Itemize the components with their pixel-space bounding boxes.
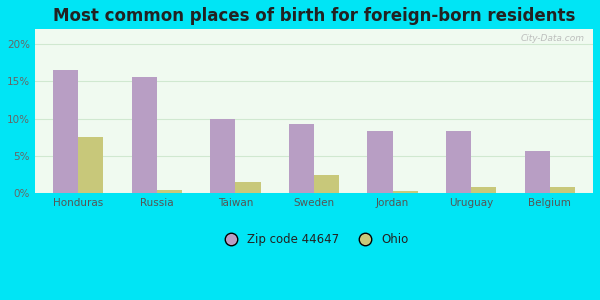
Bar <box>78 136 103 193</box>
Bar <box>314 175 339 193</box>
Bar <box>392 191 418 193</box>
Bar <box>471 187 496 193</box>
Bar <box>289 124 314 193</box>
Bar <box>524 151 550 193</box>
Title: Most common places of birth for foreign-born residents: Most common places of birth for foreign-… <box>53 7 575 25</box>
Bar <box>157 190 182 193</box>
Bar <box>53 70 78 193</box>
Bar <box>235 182 260 193</box>
Bar <box>446 130 471 193</box>
Bar <box>550 187 575 193</box>
Bar <box>210 119 235 193</box>
Bar <box>131 77 157 193</box>
Legend: Zip code 44647, Ohio: Zip code 44647, Ohio <box>214 229 414 251</box>
Bar <box>367 131 392 193</box>
Text: City-Data.com: City-Data.com <box>521 34 584 43</box>
